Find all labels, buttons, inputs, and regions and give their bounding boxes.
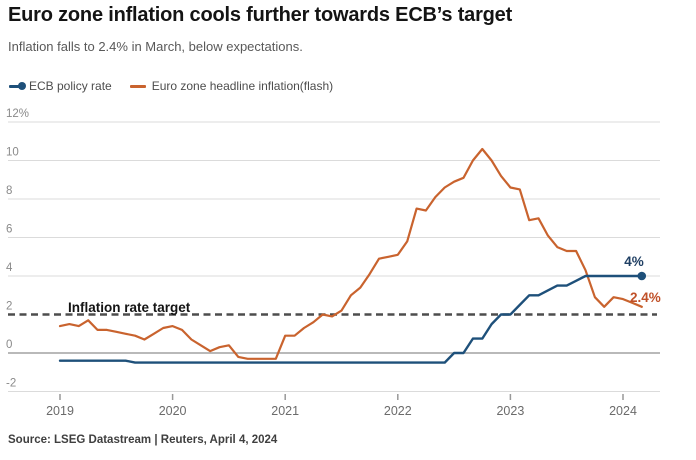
- page-subtitle: Inflation falls to 2.4% in March, below …: [8, 39, 303, 54]
- legend-item-inflation: Euro zone headline inflation(flash): [129, 79, 334, 93]
- y-tick-label: 10: [6, 147, 19, 159]
- inflation-end-label: 2.4%: [630, 290, 661, 305]
- source-note: Source: LSEG Datastream | Reuters, April…: [8, 434, 278, 446]
- y-tick-label: -2: [6, 378, 16, 390]
- policy-rate-end-dot: [637, 271, 647, 281]
- y-tick-label: 6: [6, 224, 12, 236]
- legend-label-policy-rate: ECB policy rate: [29, 79, 112, 93]
- legend: ECB policy rate Euro zone headline infla…: [9, 79, 333, 93]
- x-tick-label: 2022: [384, 404, 412, 418]
- y-tick-label: 2: [6, 301, 12, 313]
- policy-rate-line-dot-icon: [9, 82, 26, 90]
- inflation-target-label: Inflation rate target: [68, 300, 191, 315]
- y-tick-label: 12%: [6, 108, 29, 120]
- inflation-line: [58, 147, 643, 360]
- x-tick-label: 2023: [496, 404, 524, 418]
- page-title: Euro zone inflation cools further toward…: [8, 4, 513, 26]
- x-tick-label: 2019: [46, 404, 74, 418]
- y-tick-label: 8: [6, 185, 12, 197]
- x-tick-label: 2021: [271, 404, 299, 418]
- y-tick-label: 0: [6, 339, 12, 351]
- policy-rate-end-label: 4%: [624, 254, 644, 269]
- y-tick-label: 4: [6, 262, 13, 274]
- policy-rate-line: [58, 274, 643, 364]
- x-tick-label: 2020: [159, 404, 187, 418]
- x-tick-label: 2024: [609, 404, 637, 418]
- inflation-line-icon: [129, 84, 146, 88]
- legend-label-inflation: Euro zone headline inflation(flash): [151, 79, 334, 93]
- legend-item-policy-rate: ECB policy rate: [9, 79, 112, 93]
